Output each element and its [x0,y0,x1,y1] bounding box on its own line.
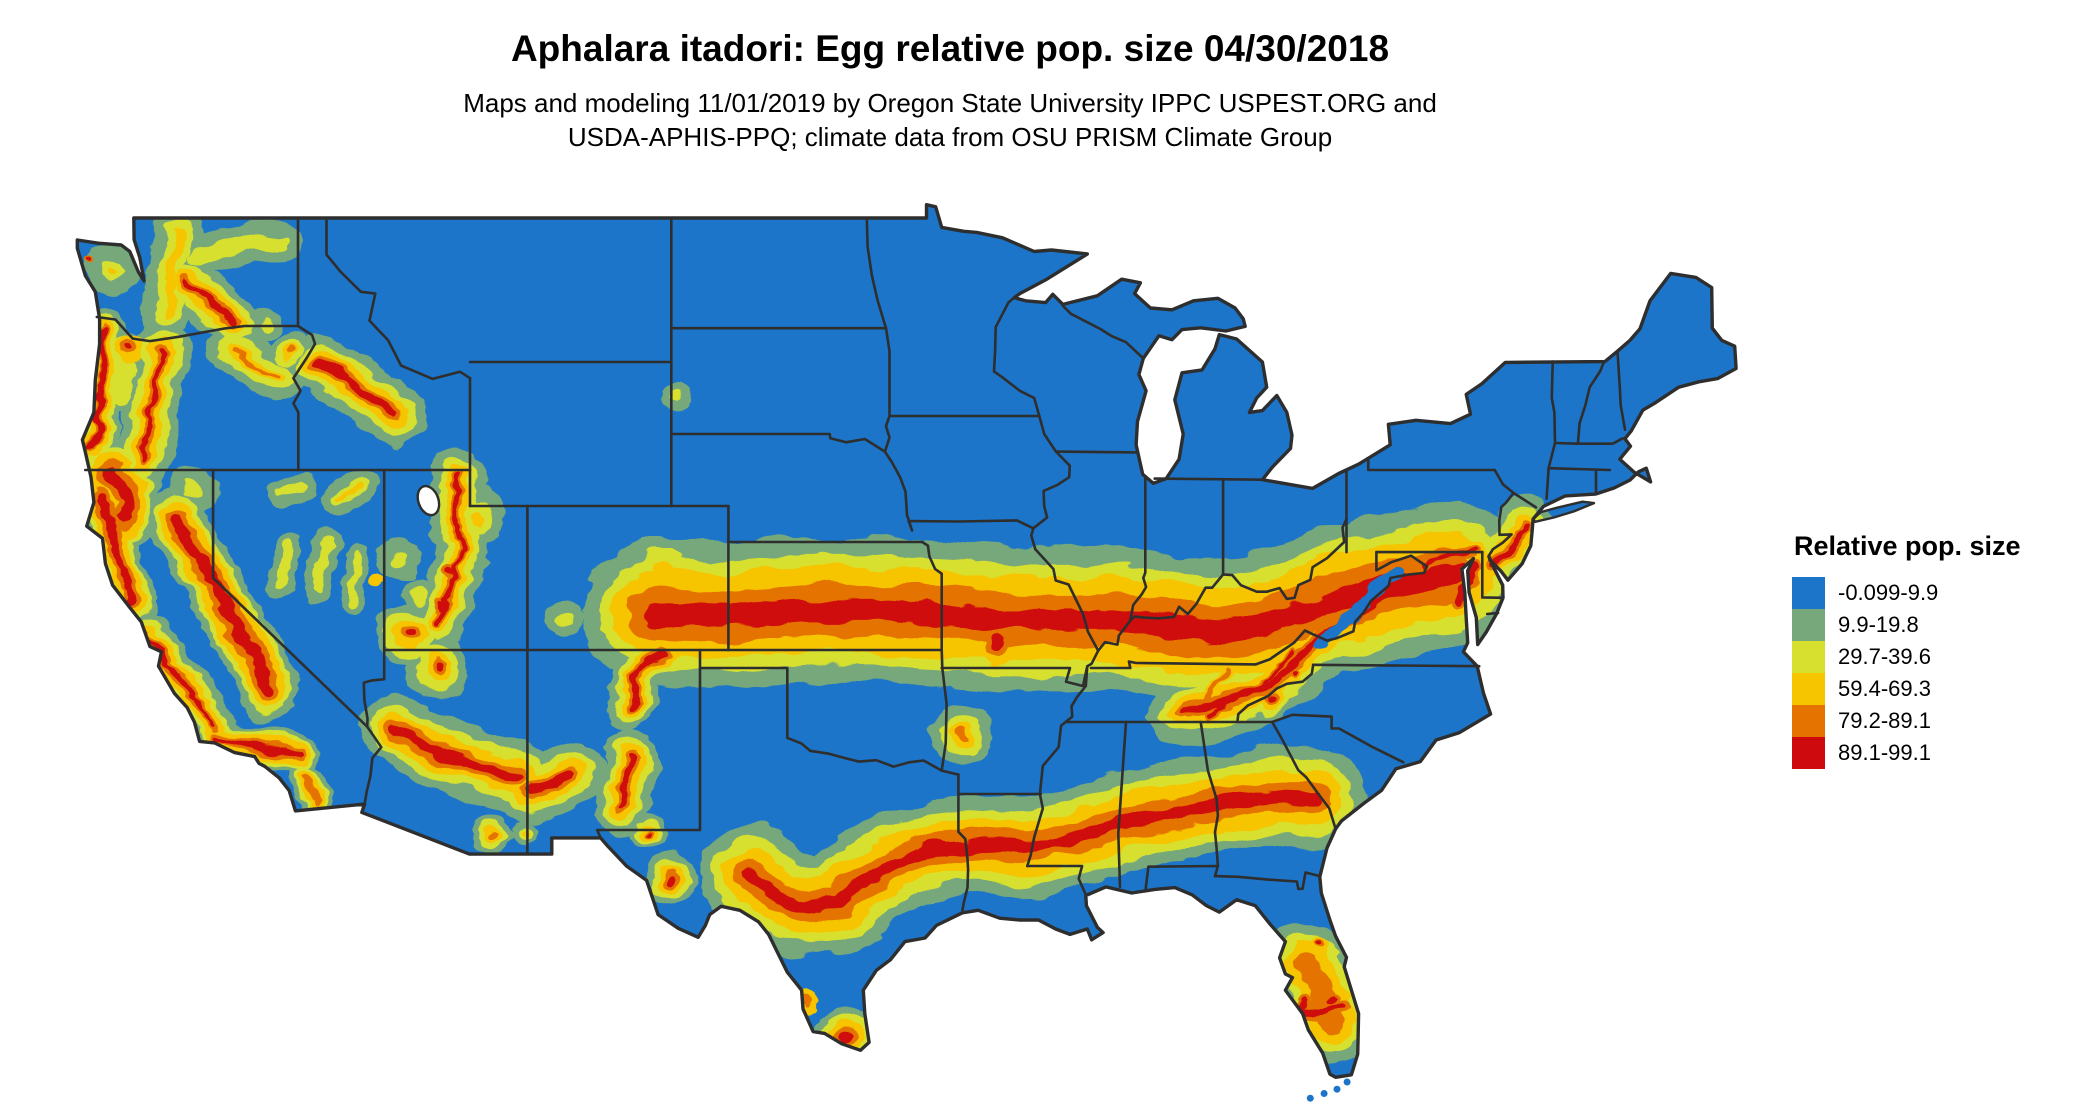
legend-swatch-1 [1792,609,1825,641]
legend-swatch-0 [1792,577,1825,609]
legend-item: 9.9-19.8 [1792,609,2021,641]
map-borders [75,203,1738,1102]
subtitle-line-1: Maps and modeling 11/01/2019 by Oregon S… [463,88,1437,118]
legend-item: 79.2-89.1 [1792,705,2021,737]
legend-items: -0.099-9.9 9.9-19.8 29.7-39.6 59.4-69.3 79.2… [1792,577,2021,769]
legend-label: -0.099-9.9 [1838,580,1939,605]
legend-swatch-4 [1792,705,1825,737]
legend-item: 89.1-99.1 [1792,737,2021,769]
page-title: Aphalara itadori: Egg relative pop. size… [510,28,1390,69]
great-salt-lake [416,484,441,517]
legend-item: 29.7-39.6 [1792,641,2021,673]
legend-swatch-2 [1792,641,1825,673]
legend-label: 59.4-69.3 [1838,676,1931,701]
map-heat-layer [77,204,1554,1071]
legend-title: Relative pop. size [1794,531,2021,561]
page-subtitle: Maps and modeling 11/01/2019 by Oregon S… [0,86,1900,154]
legend-label: 29.7-39.6 [1838,644,1931,669]
legend-swatch-3 [1792,673,1825,705]
legend-label: 89.1-99.1 [1838,740,1931,765]
legend-label: 9.9-19.8 [1838,612,1919,637]
legend-swatch-5 [1792,737,1825,769]
legend-item: 59.4-69.3 [1792,673,2021,705]
subtitle-line-2: USDA-APHIS-PPQ; climate data from OSU PR… [567,122,1333,152]
legend-label: 79.2-89.1 [1838,708,1931,733]
legend-item: -0.099-9.9 [1792,577,2021,609]
legend: Relative pop. size -0.099-9.9 9.9-19.8 29.… [1792,531,2021,769]
